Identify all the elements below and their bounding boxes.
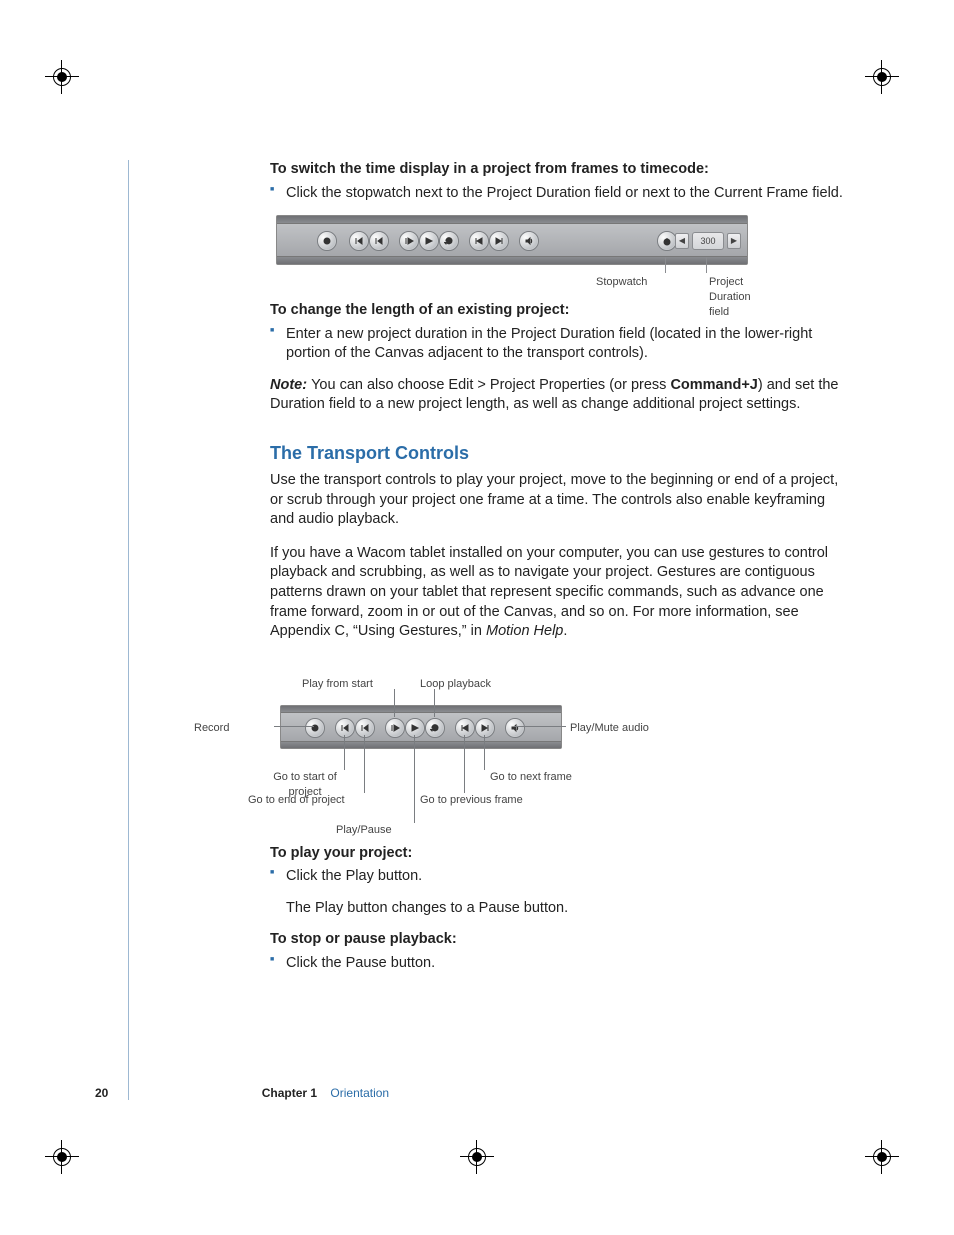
registration-mark-icon <box>45 1140 79 1174</box>
callout-play-button: Play/Pause <box>336 823 392 838</box>
mute-button[interactable] <box>505 718 525 738</box>
section-label: Orientation <box>330 1086 389 1100</box>
loop-button[interactable] <box>425 718 445 738</box>
page-number: 20 <box>95 1086 108 1100</box>
callout-record-button: Record <box>194 721 229 736</box>
record-button[interactable] <box>305 718 325 738</box>
play-button[interactable] <box>405 718 425 738</box>
go-start-button[interactable] <box>335 718 355 738</box>
play-heading: To play your project: <box>270 844 850 864</box>
chapter-label: Chapter 1 <box>262 1086 317 1100</box>
transport-p1: Use the transport controls to play your … <box>270 471 850 530</box>
page-margin-rule <box>128 160 129 1100</box>
project-duration-field[interactable]: 300 <box>692 232 724 250</box>
switch-time-heading: To switch the time display in a project … <box>270 160 850 180</box>
go-start-button[interactable] <box>349 231 369 251</box>
go-end-button[interactable] <box>369 231 389 251</box>
callout-stopwatch: Stopwatch <box>596 275 647 290</box>
transport-bar-figure-1: ◀ 300 ▶ Stopwatch Project Duration field <box>276 215 746 275</box>
callout-mute-button: Play/Mute audio <box>570 721 649 736</box>
stopwatch-icon[interactable] <box>657 231 677 251</box>
play-after: The Play button changes to a Pause butto… <box>286 899 850 919</box>
callout-go-end-button: Go to end of project <box>248 793 345 808</box>
change-length-step: Enter a new project duration in the Proj… <box>270 325 850 364</box>
prev-frame-button[interactable] <box>469 231 489 251</box>
callout-prev-frame-button: Go to previous frame <box>420 793 523 808</box>
transport-p2: If you have a Wacom tablet installed on … <box>270 544 850 642</box>
transport-controls-heading: The Transport Controls <box>270 441 850 465</box>
page-content: To switch the time display in a project … <box>270 160 850 986</box>
registration-mark-icon <box>865 60 899 94</box>
loop-button[interactable] <box>439 231 459 251</box>
callout-loop-button: Loop playback <box>420 677 491 692</box>
change-length-heading: To change the length of an existing proj… <box>270 301 850 321</box>
mute-button[interactable] <box>519 231 539 251</box>
duration-decrement-button[interactable]: ◀ <box>675 233 689 249</box>
stop-heading: To stop or pause playback: <box>270 930 850 950</box>
next-frame-button[interactable] <box>489 231 509 251</box>
callout-play-from-start-button: Play from start <box>302 677 373 692</box>
registration-mark-icon <box>865 1140 899 1174</box>
duration-increment-button[interactable]: ▶ <box>727 233 741 249</box>
switch-time-step: Click the stopwatch next to the Project … <box>270 184 850 204</box>
callout-next-frame-button: Go to next frame <box>490 770 572 785</box>
callout-duration-field: Project Duration field <box>709 275 751 320</box>
transport-bar-figure-2: RecordGo to start of projectGo to end of… <box>240 660 820 840</box>
record-button[interactable] <box>317 231 337 251</box>
play-button[interactable] <box>419 231 439 251</box>
play-step: Click the Play button. <box>270 867 850 887</box>
page-footer: 20 Chapter 1 Orientation <box>95 1085 389 1101</box>
registration-mark-icon <box>460 1140 494 1174</box>
change-length-note: Note: You can also choose Edit > Project… <box>270 376 850 415</box>
registration-mark-icon <box>45 60 79 94</box>
stop-step: Click the Pause button. <box>270 954 850 974</box>
go-end-button[interactable] <box>355 718 375 738</box>
play-from-start-button[interactable] <box>399 231 419 251</box>
next-frame-button[interactable] <box>475 718 495 738</box>
page: To switch the time display in a project … <box>0 0 954 1235</box>
prev-frame-button[interactable] <box>455 718 475 738</box>
play-from-start-button[interactable] <box>385 718 405 738</box>
